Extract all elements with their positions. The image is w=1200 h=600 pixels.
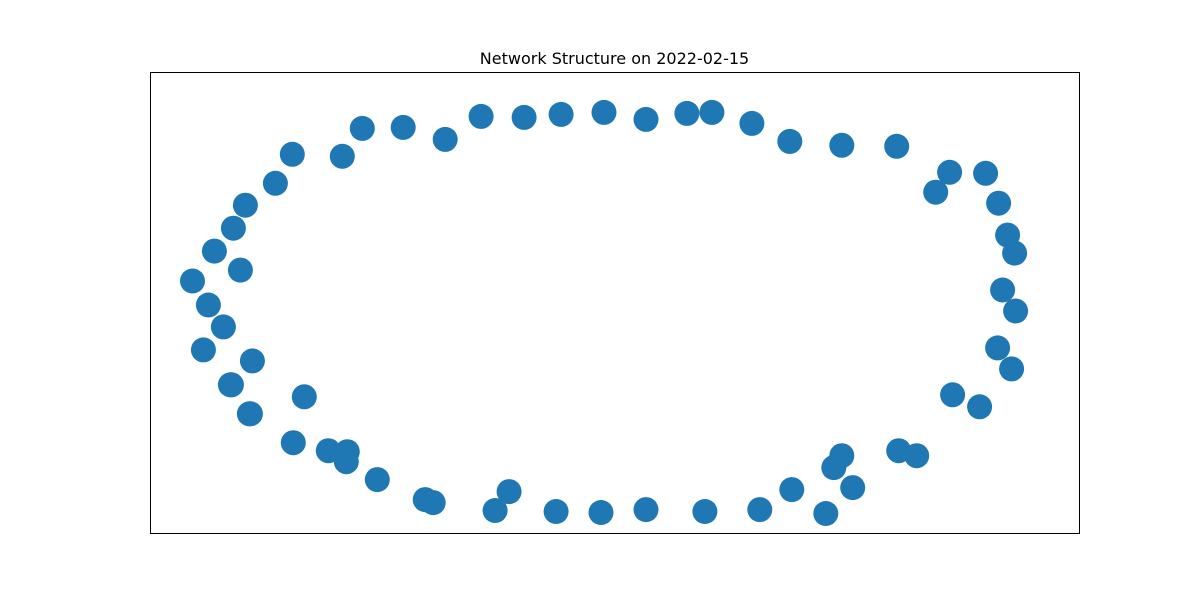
node-point-32: [262, 170, 288, 196]
plot-area-frame: [150, 72, 1080, 534]
node-point-62: [904, 443, 930, 469]
node-point-46: [777, 128, 803, 154]
chart-title: Network Structure on 2022-02-15: [480, 49, 749, 68]
node-point-40: [548, 101, 574, 127]
node-point-55: [990, 277, 1016, 303]
node-point-26: [195, 292, 221, 318]
node-point-31: [232, 192, 258, 218]
node-points-layer: [180, 99, 1029, 526]
node-point-21: [334, 439, 360, 465]
node-point-49: [937, 159, 963, 185]
node-point-64: [813, 501, 839, 526]
node-point-6: [692, 499, 718, 524]
node-point-15: [315, 438, 341, 464]
node-point-20: [239, 348, 265, 374]
node-point-7: [747, 497, 773, 523]
node-point-3: [543, 499, 569, 524]
node-point-45: [739, 110, 765, 136]
node-point-30: [220, 215, 246, 241]
node-point-22: [236, 401, 262, 427]
node-point-13: [364, 467, 390, 493]
node-point-33: [279, 141, 305, 167]
node-point-47: [829, 132, 855, 158]
node-point-56: [1003, 298, 1029, 324]
node-point-24: [190, 337, 216, 363]
node-point-48: [884, 133, 910, 159]
node-point-19: [291, 384, 317, 410]
node-point-11: [412, 487, 438, 513]
node-point-43: [674, 100, 700, 126]
node-point-58: [967, 394, 993, 420]
node-point-63: [829, 443, 855, 469]
node-point-60: [940, 382, 966, 408]
node-point-25: [210, 314, 236, 340]
node-point-39: [511, 104, 537, 130]
node-point-29: [201, 238, 227, 264]
node-point-52: [986, 190, 1012, 216]
node-point-12: [496, 479, 522, 505]
node-point-28: [227, 257, 253, 283]
node-point-36: [390, 114, 416, 140]
node-point-34: [329, 143, 355, 169]
node-point-50: [923, 179, 949, 205]
node-point-16: [280, 430, 306, 456]
node-point-23: [217, 372, 243, 398]
node-point-54: [1002, 240, 1028, 266]
node-point-57: [985, 335, 1011, 361]
node-point-41: [591, 99, 617, 125]
node-point-2: [482, 498, 508, 523]
node-point-42: [633, 106, 659, 132]
node-point-35: [349, 115, 375, 141]
node-point-27: [180, 268, 205, 294]
node-point-44: [699, 99, 725, 125]
node-point-38: [468, 103, 494, 129]
node-point-37: [432, 126, 458, 152]
node-point-8: [779, 477, 805, 503]
node-point-5: [633, 497, 659, 523]
node-point-51: [973, 160, 999, 186]
node-point-9: [840, 475, 866, 501]
node-point-4: [588, 500, 614, 525]
node-point-59: [999, 356, 1025, 382]
